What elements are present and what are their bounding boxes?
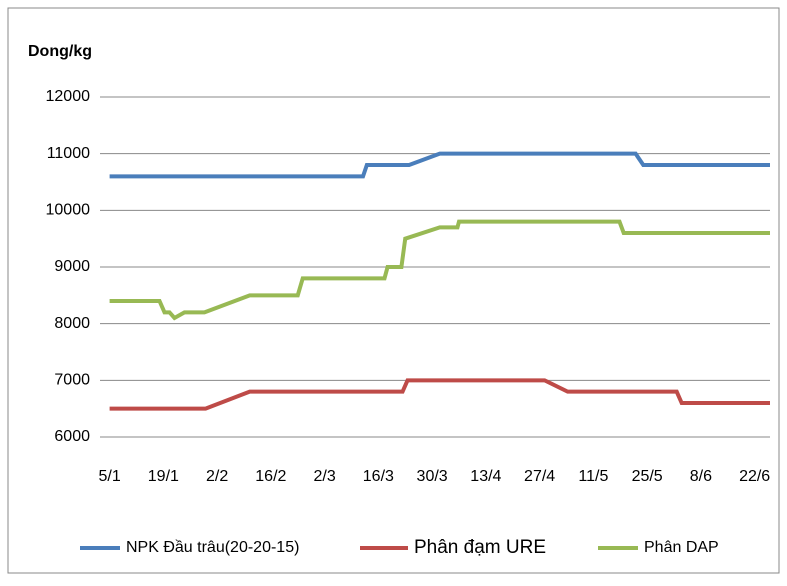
x-tick-label: 30/3 <box>417 468 448 485</box>
x-tick-label: 11/5 <box>578 468 608 485</box>
x-tick-label: 2/3 <box>313 468 335 485</box>
line-series <box>109 219 770 321</box>
x-tick-label: 22/6 <box>739 468 770 485</box>
x-tick-label: 8/6 <box>690 468 712 485</box>
y-axis-label: Dong/kg <box>28 43 92 60</box>
y-tick-label: 6000 <box>54 428 90 445</box>
x-tick-label: 13/4 <box>470 468 501 485</box>
legend-label: Phân DAP <box>644 539 719 556</box>
line-series <box>109 151 770 179</box>
y-tick-label: 7000 <box>54 372 90 389</box>
y-tick-label: 12000 <box>46 88 91 105</box>
y-tick-label: 10000 <box>46 202 91 219</box>
x-tick-label: 25/5 <box>632 468 663 485</box>
y-tick-label: 11000 <box>47 145 90 162</box>
x-tick-label: 5/1 <box>98 468 120 485</box>
y-tick-label: 9000 <box>54 258 90 275</box>
y-tick-label: 8000 <box>54 315 90 332</box>
x-tick-label: 19/1 <box>148 468 179 485</box>
x-tick-label: 16/3 <box>363 468 394 485</box>
legend-label: Phân đạm URE <box>414 537 546 558</box>
line-series <box>109 378 770 411</box>
x-tick-label: 2/2 <box>206 468 228 485</box>
x-tick-label: 16/2 <box>255 468 286 485</box>
x-tick-label: 27/4 <box>524 468 555 485</box>
chart-frame <box>7 7 780 574</box>
legend-label: NPK Đầu trâu(20-20-15) <box>126 539 299 556</box>
